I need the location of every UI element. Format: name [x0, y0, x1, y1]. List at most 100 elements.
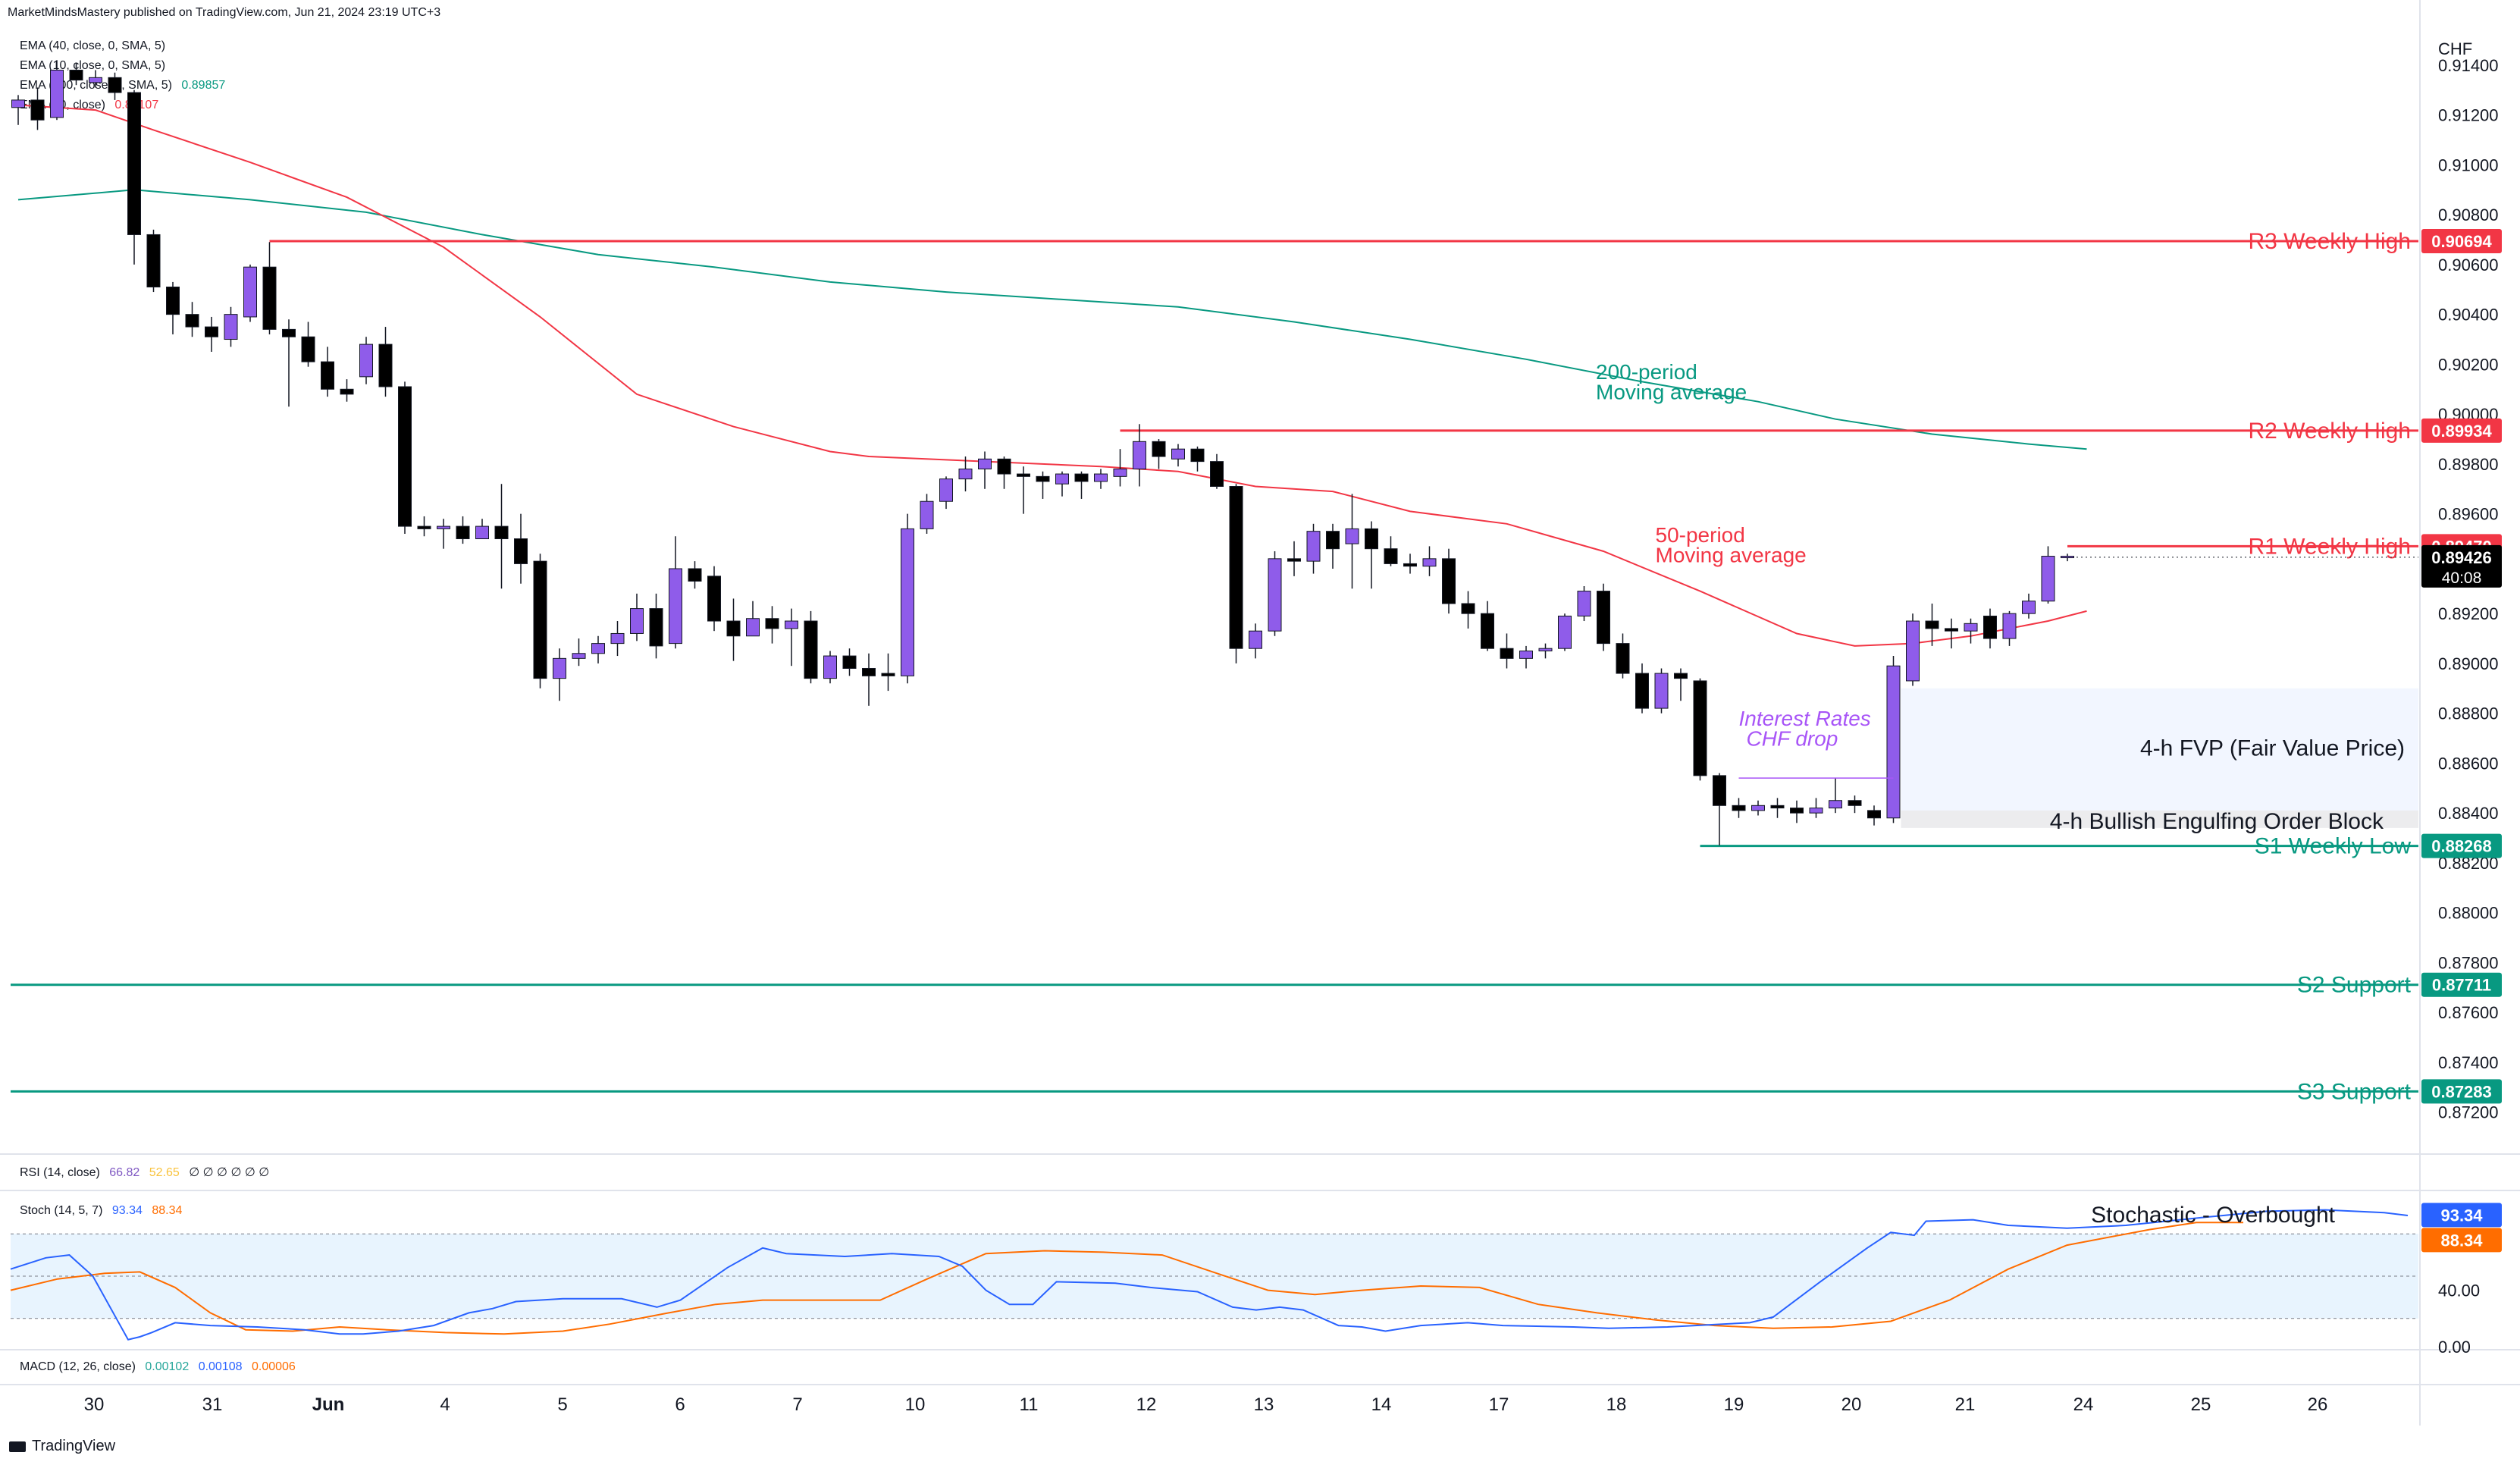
candle: [746, 601, 760, 637]
candle: [69, 62, 83, 86]
ema40-legend[interactable]: EMA (40, close, 0, SMA, 5): [20, 39, 165, 53]
time-axis-label: 24: [2073, 1394, 2094, 1415]
rsi-legend-value: ∅: [244, 1166, 255, 1179]
candle-body: [881, 673, 895, 676]
stoch-annotation: Stochastic - Overbought: [2091, 1203, 2335, 1228]
time-axis-label: 4: [440, 1394, 450, 1415]
macd-legend[interactable]: MACD (12, 26, close) 0.00102 0.00108 0.0…: [20, 1360, 296, 1374]
candle-body: [1365, 528, 1378, 550]
candle-body: [630, 608, 644, 634]
s1-price-badge: [2421, 833, 2502, 858]
time-axis-label: 11: [1020, 1394, 1039, 1415]
rsi-legend-value: ∅: [202, 1166, 214, 1179]
candle: [282, 319, 296, 407]
time-axis-label: 30: [84, 1394, 105, 1415]
candle: [939, 476, 953, 510]
candle: [108, 72, 122, 100]
candle: [1171, 444, 1185, 467]
level-name-label: S2 Support: [2297, 973, 2412, 998]
time-axis-label: 14: [1371, 1394, 1392, 1415]
candle-body: [417, 525, 431, 529]
candle: [321, 347, 334, 397]
price-tick-label: 0.87800: [2438, 953, 2499, 972]
candle: [1809, 798, 1823, 818]
candle-body: [1133, 441, 1146, 469]
candle-body: [939, 478, 953, 502]
candle-body: [997, 458, 1011, 475]
time-axis-label: 26: [2308, 1394, 2328, 1415]
rsi-legend[interactable]: RSI (14, close) 66.82 52.65 ∅ ∅ ∅ ∅ ∅ ∅: [20, 1165, 269, 1180]
candle-body: [1017, 473, 1030, 477]
ema40-legend-label: EMA (40, close, 0, SMA, 5): [20, 39, 166, 52]
ema10-legend[interactable]: EMA (10, close, 0, SMA, 5): [20, 59, 165, 73]
candle: [1403, 554, 1417, 574]
candle-body: [1500, 648, 1514, 659]
candle: [1326, 523, 1340, 569]
candle-body: [1113, 468, 1127, 477]
ema200-annotation: Moving average: [1596, 380, 1747, 403]
stoch-legend-d: 88.34: [152, 1204, 183, 1217]
candle: [378, 327, 393, 397]
candle-body: [475, 525, 489, 540]
candle-body: [243, 266, 257, 318]
price-tick-label: 0.91000: [2438, 155, 2499, 174]
candle: [881, 653, 895, 692]
time-axis-label: 31: [202, 1394, 223, 1415]
time-axis-label: 7: [792, 1394, 802, 1415]
candle: [1384, 536, 1398, 566]
candle-body: [746, 618, 760, 637]
price-tick-label: 0.91200: [2438, 106, 2499, 125]
candle: [1616, 633, 1630, 679]
candle-body: [262, 266, 277, 330]
price-tick-label: 0.88000: [2438, 904, 2499, 923]
price-tick-label: 0.91400: [2438, 56, 2499, 75]
candle: [224, 306, 238, 347]
stoch-d-badge: [2421, 1228, 2502, 1253]
stoch-k-badge: [2421, 1203, 2502, 1228]
candle-body: [340, 388, 354, 395]
candle-body: [11, 99, 25, 108]
candle-body: [1790, 808, 1804, 814]
candle-body: [1983, 615, 1997, 639]
candle-countdown: 40:08: [2442, 569, 2482, 587]
candle: [1693, 678, 1707, 781]
s3-price-badge: [2421, 1079, 2502, 1104]
candle: [1867, 805, 1881, 826]
candle: [340, 379, 354, 402]
candle: [1306, 523, 1321, 574]
candle-body: [127, 92, 141, 235]
candle: [1732, 798, 1746, 818]
candle-body: [1326, 531, 1340, 550]
candle-body: [862, 667, 876, 676]
candle-body: [669, 568, 682, 645]
tradingview-brand[interactable]: TradingView: [9, 1438, 115, 1455]
candle-body: [1190, 448, 1205, 463]
level-name-label: R2 Weekly High: [2248, 419, 2411, 444]
macd-legend-value: 0.00108: [198, 1360, 243, 1373]
candle-body: [456, 525, 470, 540]
candle-body: [69, 69, 83, 81]
candle-body: [1152, 441, 1166, 457]
candle-body: [1597, 591, 1610, 645]
candle: [1597, 583, 1610, 651]
candle-body: [649, 608, 663, 647]
r2-price-badge: [2421, 418, 2502, 443]
candle: [89, 70, 102, 88]
candle: [978, 451, 992, 489]
candle: [804, 610, 818, 684]
candle: [1094, 469, 1108, 489]
candle-body: [1249, 630, 1262, 649]
candle: [1964, 618, 1978, 644]
price-tick-label: 0.88600: [2438, 754, 2499, 773]
candle-body: [30, 99, 45, 121]
candle-body: [1345, 528, 1359, 544]
time-axis-label: 17: [1489, 1394, 1509, 1415]
candle-body: [1848, 800, 1862, 806]
candle-body: [398, 386, 412, 527]
candle: [707, 566, 721, 632]
candle: [205, 316, 218, 352]
candle-body: [1519, 650, 1533, 659]
time-axis-label: 21: [1955, 1394, 1976, 1415]
stoch-legend[interactable]: Stoch (14, 5, 7) 93.34 88.34: [20, 1204, 182, 1218]
